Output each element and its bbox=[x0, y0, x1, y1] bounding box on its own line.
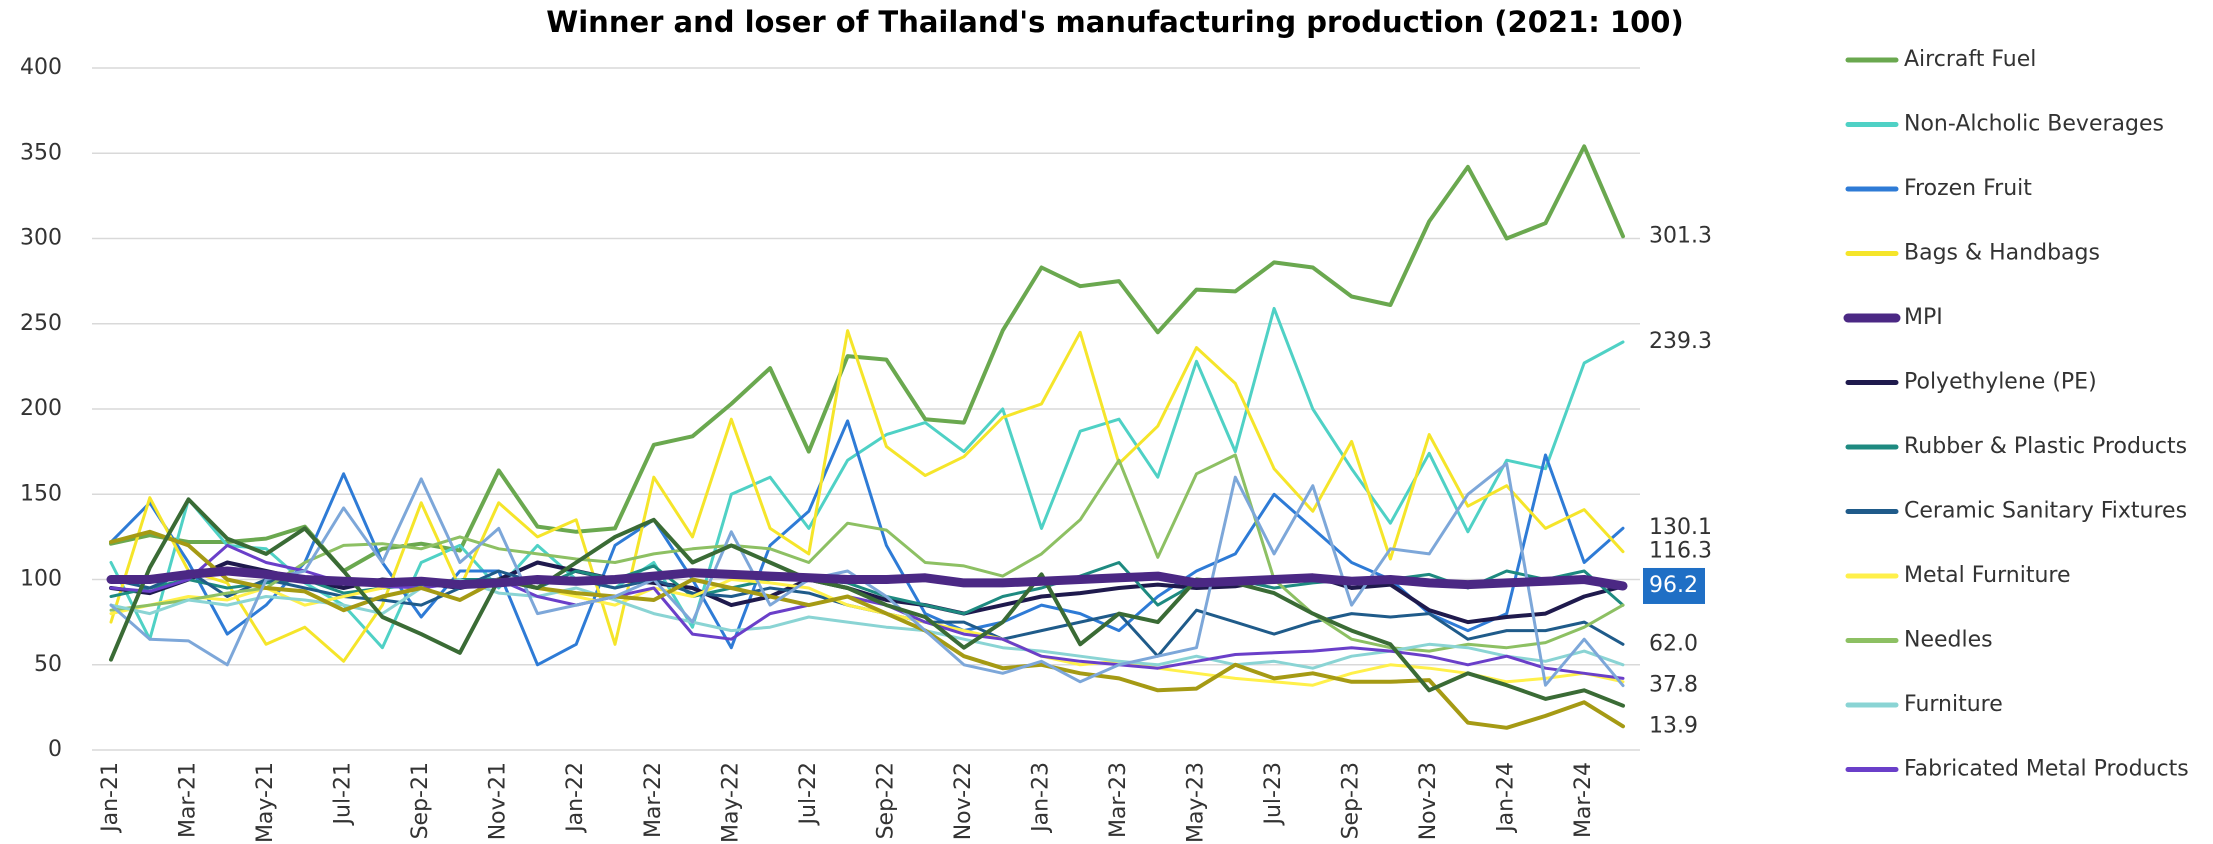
series-line bbox=[109, 453, 1625, 653]
legend-label: Polyethylene (PE) bbox=[1904, 370, 2097, 395]
series-line bbox=[106, 566, 1628, 591]
chart-title: Winner and loser of Thailand's manufactu… bbox=[546, 5, 1683, 39]
legend-label: Ceramic Sanitary Fixtures bbox=[1904, 499, 2187, 524]
value-label: 96.2 bbox=[1649, 573, 1698, 598]
legend-label: Metal Furniture bbox=[1904, 563, 2071, 588]
y-tick-label: 300 bbox=[20, 226, 62, 251]
x-tick-label: Sep-22 bbox=[873, 762, 898, 839]
value-label: 301.3 bbox=[1649, 223, 1712, 248]
series-line bbox=[109, 419, 1625, 667]
x-tick-label: May-21 bbox=[253, 762, 278, 843]
y-tick-label: 100 bbox=[20, 567, 62, 592]
x-tick-label: May-23 bbox=[1184, 762, 1209, 843]
label-box bbox=[1643, 567, 1705, 604]
y-tick-label: 250 bbox=[20, 311, 62, 336]
value-label: 130.1 bbox=[1649, 515, 1712, 540]
x-tick-label: Jan-24 bbox=[1494, 762, 1519, 834]
legend-label: Needles bbox=[1904, 628, 1993, 653]
series-line bbox=[109, 529, 1625, 730]
legend-label: Aircraft Fuel bbox=[1904, 47, 2036, 72]
legend-label: Bags & Handbags bbox=[1904, 241, 2100, 266]
legend-label: Fabricated Metal Products bbox=[1904, 757, 2189, 782]
x-tick-label: Mar-21 bbox=[176, 762, 201, 838]
series-line bbox=[109, 497, 1625, 708]
value-label: 116.3 bbox=[1649, 539, 1712, 564]
x-tick-label: Jan-21 bbox=[98, 762, 123, 834]
legend-label: Rubber & Plastic Products bbox=[1904, 434, 2187, 459]
y-tick-label: 400 bbox=[20, 55, 62, 80]
series-line bbox=[109, 144, 1625, 573]
y-tick-label: 350 bbox=[20, 140, 62, 165]
x-tick-label: Nov-23 bbox=[1416, 762, 1441, 840]
x-tick-label: Jan-23 bbox=[1028, 762, 1053, 834]
x-tick-label: Nov-21 bbox=[486, 762, 511, 840]
value-label: 239.3 bbox=[1649, 329, 1712, 354]
value-label: 37.8 bbox=[1649, 673, 1698, 698]
legend-label: Furniture bbox=[1904, 692, 2003, 717]
x-tick-label: Nov-22 bbox=[951, 762, 976, 840]
y-tick-label: 150 bbox=[20, 481, 62, 506]
x-tick-label: Mar-24 bbox=[1571, 762, 1596, 838]
value-label: 62.0 bbox=[1649, 631, 1698, 656]
legend-label: Non-Alcholic Beverages bbox=[1904, 112, 2164, 137]
series-line bbox=[109, 578, 1625, 670]
y-tick-label: 200 bbox=[20, 396, 62, 421]
x-tick-label: Jul-22 bbox=[796, 762, 821, 826]
legend-label: MPI bbox=[1904, 305, 1943, 330]
legend-label: Frozen Fruit bbox=[1904, 176, 2032, 201]
x-tick-label: Jul-23 bbox=[1261, 762, 1286, 826]
x-tick-label: Mar-22 bbox=[641, 762, 666, 838]
x-tick-label: Jul-21 bbox=[331, 762, 356, 826]
x-tick-label: Jan-22 bbox=[563, 762, 588, 834]
y-tick-label: 0 bbox=[48, 737, 62, 762]
x-tick-label: Mar-23 bbox=[1106, 762, 1131, 838]
y-tick-label: 50 bbox=[34, 652, 62, 677]
value-label: 13.9 bbox=[1649, 713, 1698, 738]
x-tick-label: Sep-21 bbox=[408, 762, 433, 839]
series-line bbox=[109, 329, 1625, 663]
x-tick-label: Sep-23 bbox=[1339, 762, 1364, 839]
x-tick-label: May-22 bbox=[718, 762, 743, 843]
